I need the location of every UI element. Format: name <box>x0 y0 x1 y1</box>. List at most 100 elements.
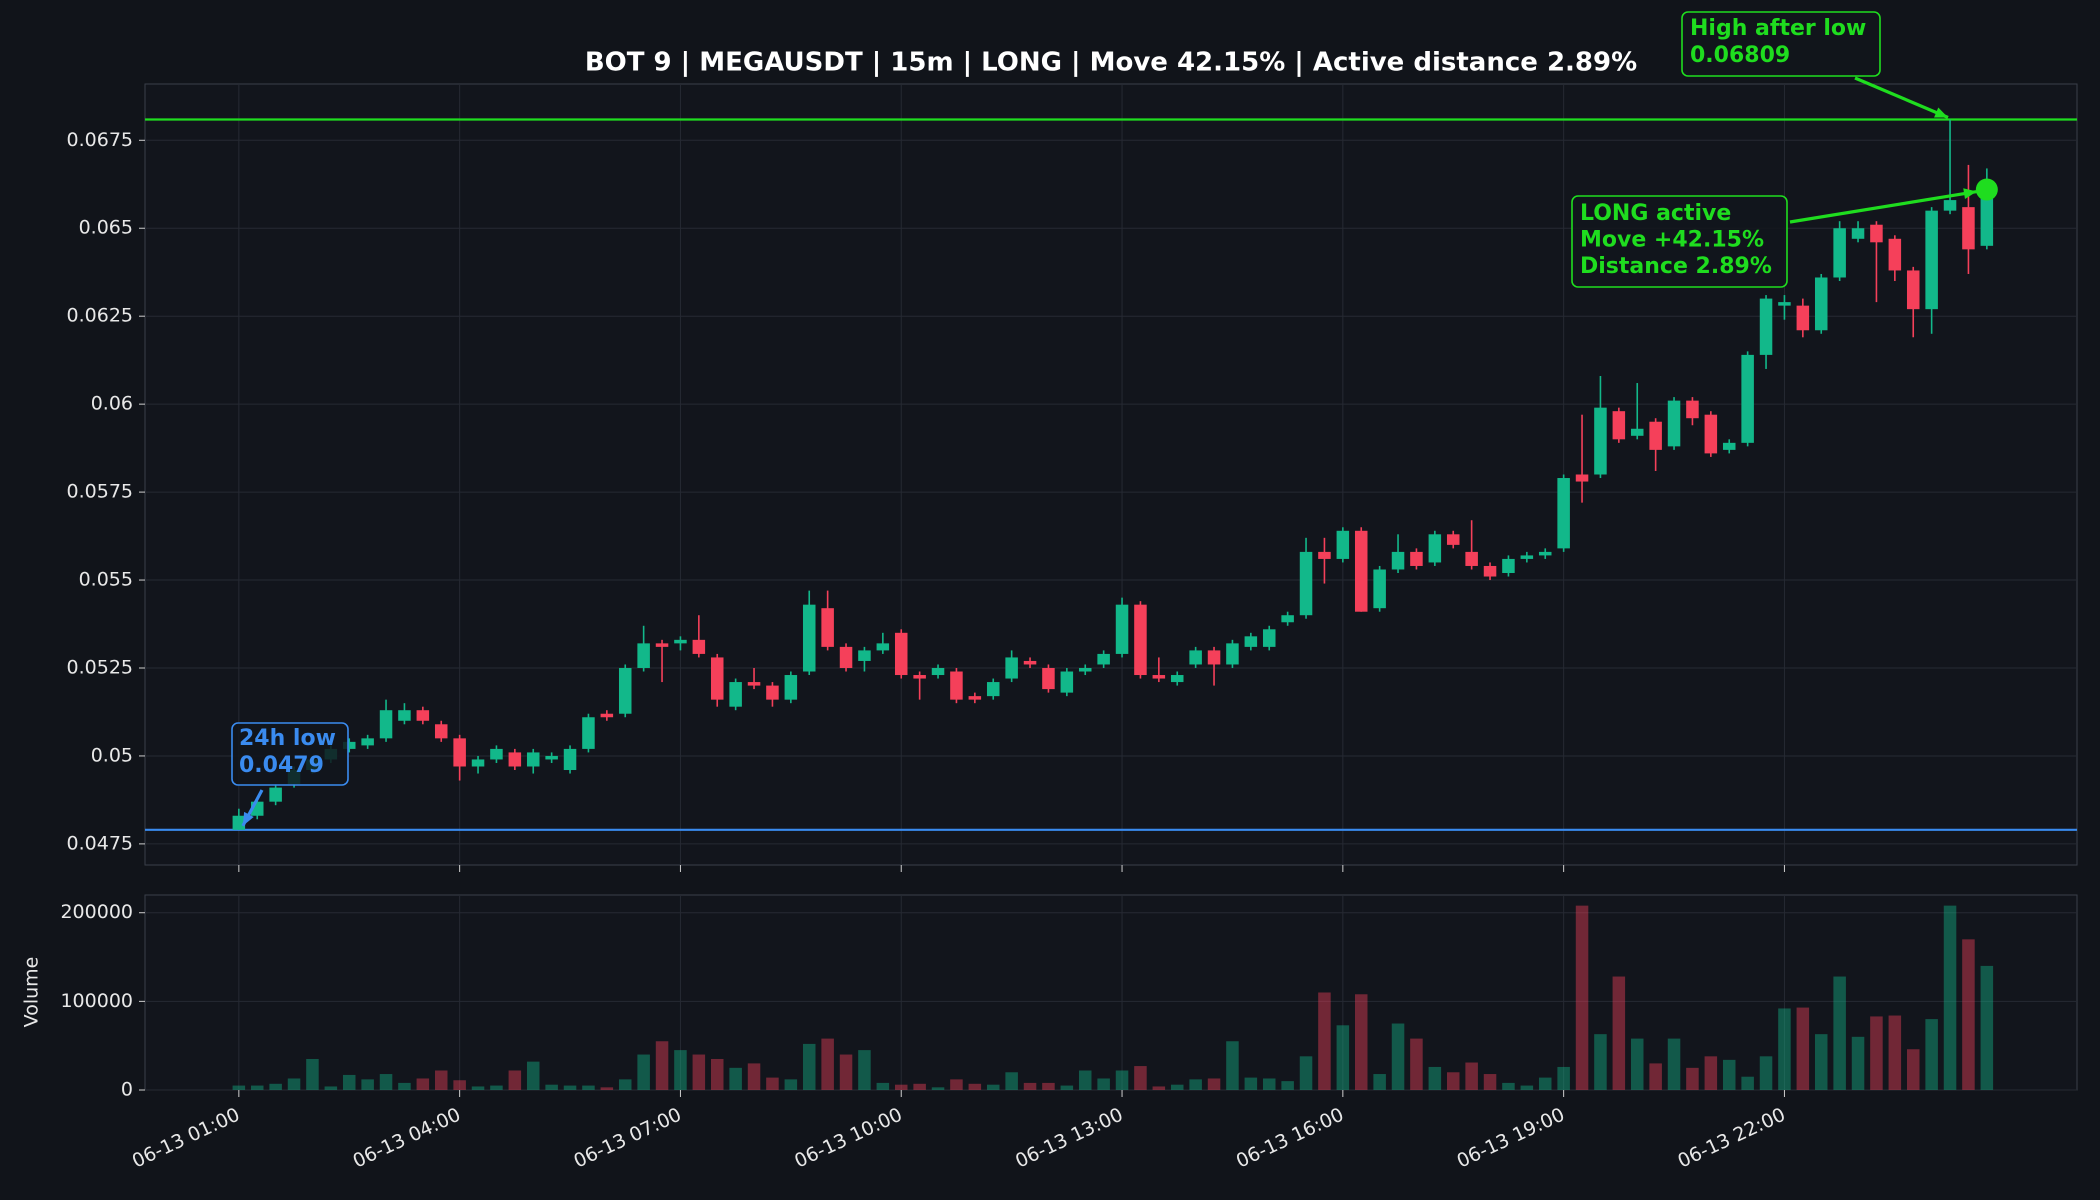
candle-body <box>1042 667 1055 690</box>
candle-body <box>1336 530 1350 559</box>
volume-bar <box>1888 1015 1902 1090</box>
volume-bar <box>931 1087 945 1090</box>
volume-bar <box>600 1087 614 1090</box>
volume-bar <box>674 1050 687 1090</box>
volume-bar <box>1796 1007 1810 1090</box>
candle-body <box>434 724 448 739</box>
candle-body <box>1538 551 1552 556</box>
volume-bar <box>1906 1049 1920 1090</box>
volume-bar <box>1520 1085 1534 1090</box>
volume-bar <box>398 1082 411 1090</box>
volume-bar <box>1594 1034 1607 1090</box>
candle-body <box>1612 411 1626 440</box>
candle-body <box>655 643 669 647</box>
volume-bar <box>563 1085 577 1090</box>
candle-body <box>1078 667 1092 672</box>
annotation-arrow <box>1789 189 1978 224</box>
candle-body <box>1023 660 1037 665</box>
candle-body <box>894 632 908 676</box>
volume-bar <box>1575 905 1589 1090</box>
volume-axis-label: Volume <box>21 957 43 1028</box>
volume-bar <box>416 1078 430 1090</box>
y-tick-label: 0 <box>121 1079 133 1101</box>
volume-bar <box>1649 1063 1662 1090</box>
candle-body <box>1722 442 1736 450</box>
arrow-head <box>1934 107 1949 118</box>
high-annotation-value: 0.06809 <box>1690 43 1790 68</box>
status-line: LONG active <box>1580 201 1731 226</box>
candle-body <box>931 667 945 676</box>
volume-bar <box>1630 1038 1644 1090</box>
arrow-head <box>1963 188 1977 199</box>
volume-bar <box>876 1082 890 1090</box>
candle-body <box>1428 534 1442 563</box>
volume-bar <box>1851 1036 1865 1090</box>
candle-body <box>729 682 742 707</box>
candle-body <box>1391 551 1405 570</box>
volume-bar <box>1814 1034 1828 1090</box>
volume-bar <box>1042 1082 1055 1090</box>
candle-body <box>1520 555 1534 559</box>
volume-bar <box>324 1086 338 1090</box>
volume-bar <box>1262 1078 1276 1090</box>
volume-bar <box>232 1085 246 1090</box>
volume-bar <box>1686 1067 1699 1090</box>
candle-body <box>1575 474 1589 482</box>
volume-bar <box>950 1079 963 1090</box>
volume-bar <box>545 1084 558 1090</box>
candle-body <box>1244 636 1258 647</box>
y-tick-label: 0.065 <box>79 217 133 239</box>
volume-bar <box>1667 1038 1681 1090</box>
candle-body <box>416 710 430 721</box>
candle-body <box>398 710 411 721</box>
volume-bar <box>1391 1023 1405 1090</box>
candle-body <box>1778 302 1791 306</box>
candle-body <box>1667 400 1681 447</box>
volume-bar <box>434 1070 448 1090</box>
candle-body <box>1354 530 1368 612</box>
status-marker <box>1975 178 1998 201</box>
volume-bar <box>858 1050 871 1090</box>
candle-body <box>526 752 540 767</box>
volume-bar <box>729 1067 742 1090</box>
volume-bar <box>1483 1074 1497 1090</box>
candle-body <box>637 643 650 668</box>
volume-bar <box>1060 1085 1074 1090</box>
candle-body <box>1851 228 1865 239</box>
volume-bar <box>839 1054 853 1090</box>
volume-bar <box>250 1085 264 1090</box>
y-tick-label: 0.055 <box>79 569 133 591</box>
volume-bar <box>269 1083 282 1090</box>
volume-bar <box>1557 1066 1570 1090</box>
candle-body <box>545 755 558 760</box>
volume-bar <box>287 1078 301 1090</box>
candle-body <box>1446 534 1460 545</box>
candle-body <box>1796 305 1810 331</box>
candle-body <box>1630 428 1644 436</box>
volume-bar <box>968 1083 982 1090</box>
y-tick-label: 100000 <box>60 990 133 1012</box>
volume-bar <box>1152 1086 1166 1090</box>
volume-bar <box>1943 905 1957 1090</box>
volume-bar <box>490 1085 503 1090</box>
volume-bar <box>1281 1081 1294 1090</box>
candle-body <box>379 710 393 739</box>
candle-body <box>821 608 834 647</box>
volume-bar <box>508 1070 522 1090</box>
status-line: Distance 2.89% <box>1580 254 1772 279</box>
candle-body <box>1226 643 1239 665</box>
candle-body <box>563 748 577 771</box>
volume-bar <box>1704 1056 1718 1090</box>
candle-body <box>342 741 356 749</box>
volume-bar <box>1428 1066 1442 1090</box>
low-annotation-title: 24h low <box>239 726 336 751</box>
candle-body <box>1888 238 1902 271</box>
volume-bar <box>913 1083 926 1090</box>
y-tick-label: 0.05 <box>91 744 133 766</box>
candle-body <box>913 675 926 679</box>
candle-body <box>839 646 853 668</box>
volume-bar <box>1336 1025 1350 1090</box>
candle-body <box>674 639 687 644</box>
